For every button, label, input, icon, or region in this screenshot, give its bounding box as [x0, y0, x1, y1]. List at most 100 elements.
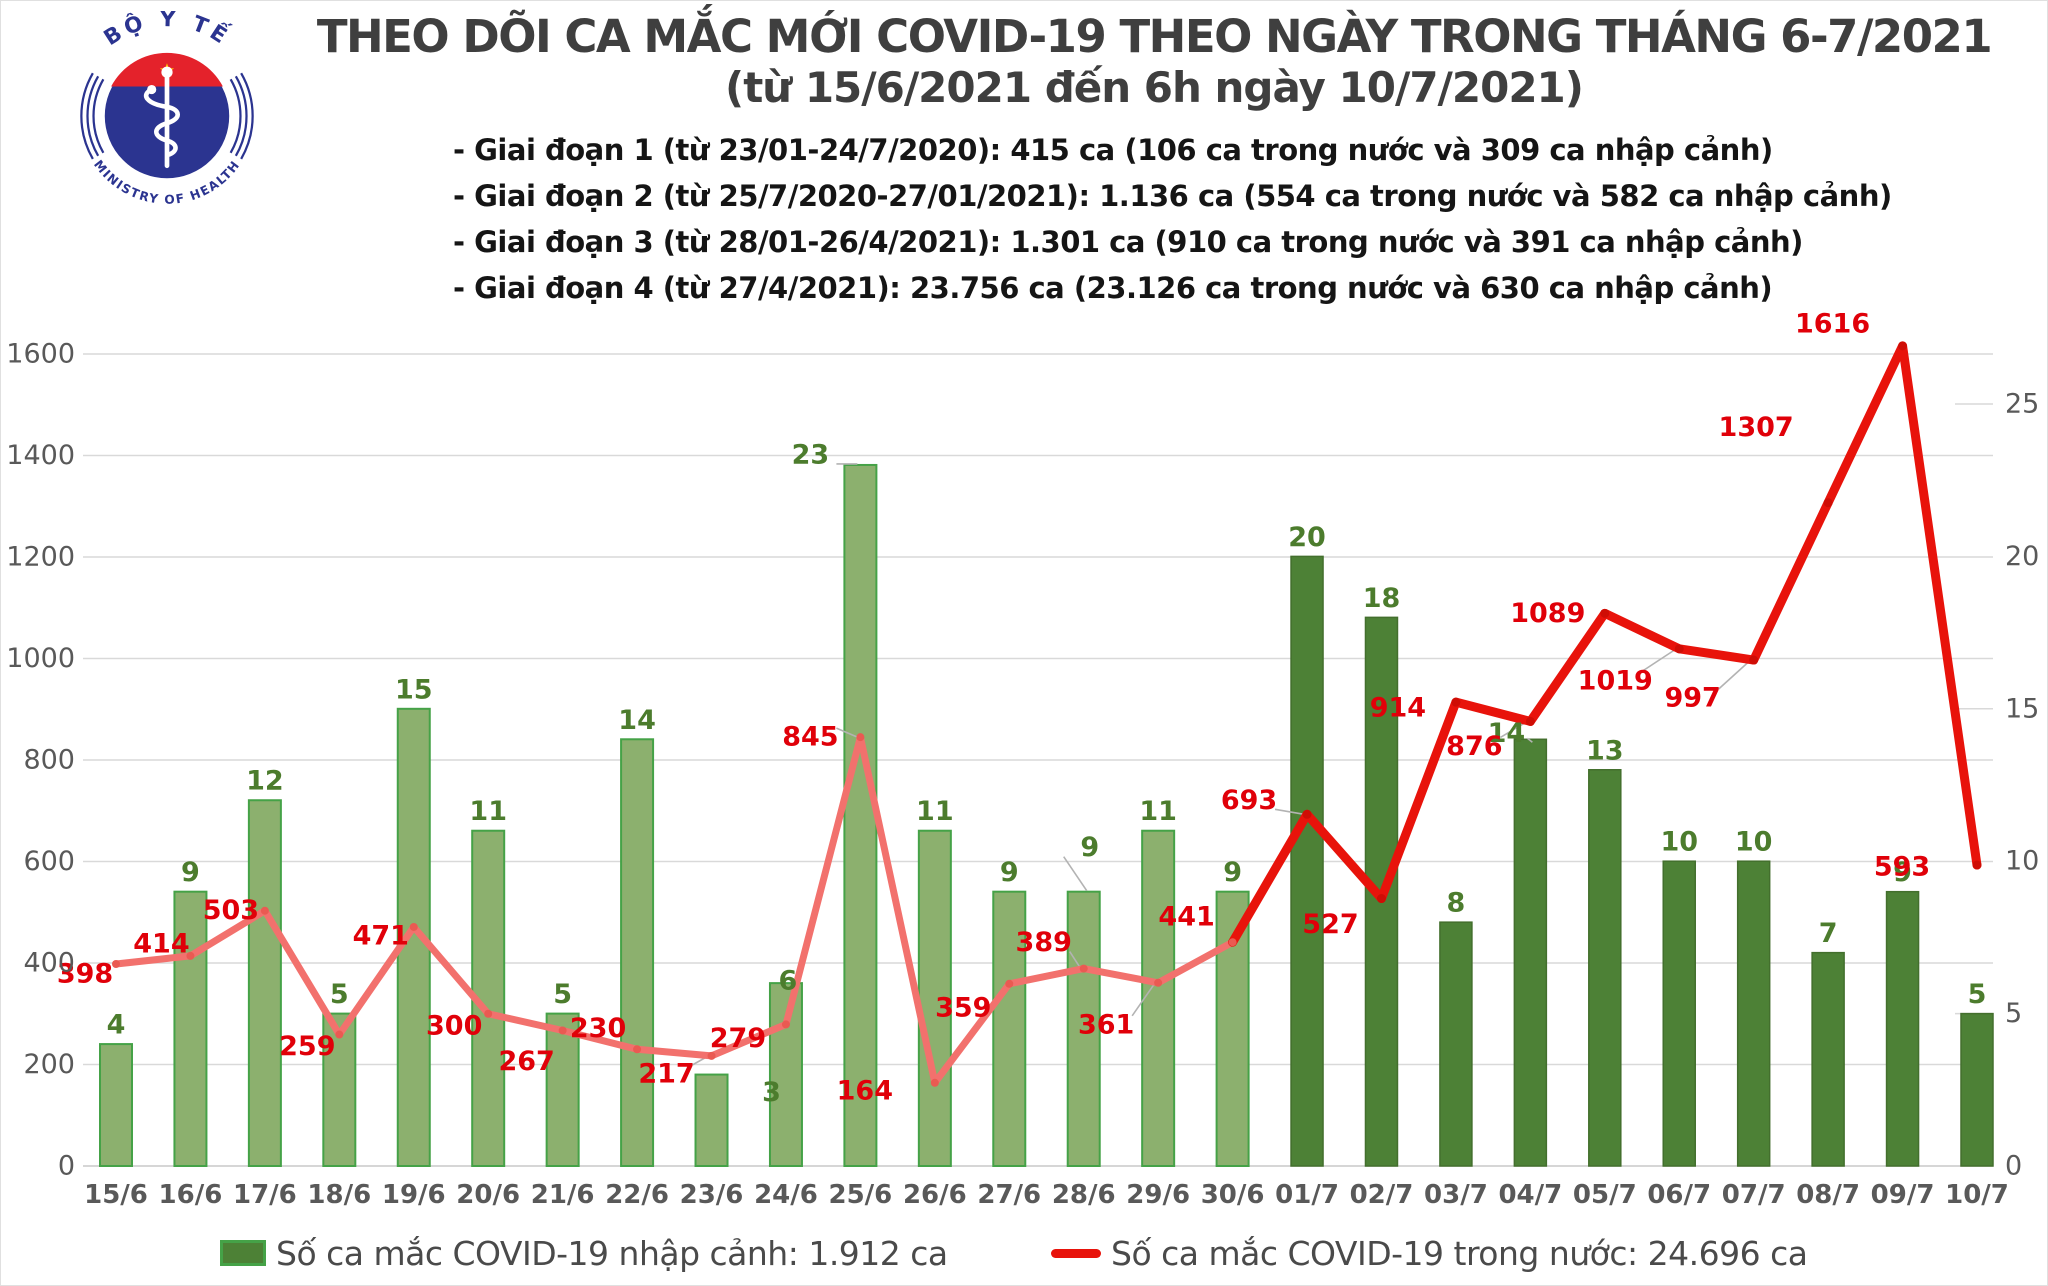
line-point-27/6 — [1005, 979, 1014, 988]
bar-label-20/6: 11 — [469, 796, 507, 827]
left-axis-tick-600: 600 — [23, 846, 75, 877]
line-point-04/7 — [1525, 716, 1535, 726]
bar-label-07/7: 10 — [1735, 827, 1773, 858]
bar-27/6 — [992, 890, 1027, 1167]
line-point-30/6 — [1228, 938, 1237, 947]
title-block: THEO DÕI CA MẮC MỚI COVID-19 THEO NGÀY T… — [259, 11, 2047, 113]
bar-26/6 — [917, 829, 952, 1167]
x-axis-label-17/6: 17/6 — [233, 1180, 297, 1210]
line-label-leader-28/6 — [1069, 951, 1082, 970]
bar-08/7 — [1811, 951, 1845, 1167]
left-axis-tick-0: 0 — [58, 1151, 75, 1182]
line-point-23/6 — [707, 1051, 716, 1060]
line-label-02/7: 527 — [1302, 909, 1358, 940]
phase-2-line: - Giai đoạn 2 (từ 25/7/2020-27/01/2021):… — [453, 179, 1892, 213]
left-axis-tick-400: 400 — [23, 948, 75, 979]
x-axis-label-05/7: 05/7 — [1573, 1180, 1637, 1210]
line-label-15/6: 398 — [57, 959, 113, 990]
line-label-16/6: 414 — [133, 928, 189, 959]
bar-label-02/7: 18 — [1363, 583, 1401, 614]
bar-label-23/6: 3 — [762, 1077, 781, 1108]
phase-3-line: - Giai đoạn 3 (từ 28/01-26/4/2021): 1.30… — [453, 225, 1803, 259]
line-point-07/7 — [1749, 655, 1759, 665]
logo-rod-of-asclepius-icon — [143, 66, 180, 169]
x-axis-label-20/6: 20/6 — [456, 1180, 520, 1210]
line-point-22/6 — [633, 1045, 642, 1054]
bar-label-25/6: 23 — [792, 439, 830, 470]
line-label-leader-06/7 — [1640, 648, 1677, 673]
line-point-15/6 — [112, 960, 120, 969]
right-axis-tick-0: 0 — [2005, 1151, 2022, 1182]
x-axis-label-08/7: 08/7 — [1796, 1180, 1860, 1210]
right-axis-tick-15: 15 — [2005, 693, 2039, 724]
line-label-25/6: 845 — [782, 722, 838, 753]
line-label-22/6: 230 — [570, 1013, 626, 1044]
bar-18/6 — [322, 1012, 357, 1167]
line-label-08/7: 1307 — [1719, 412, 1794, 443]
line-label-19/6: 471 — [353, 920, 409, 951]
left-axis-tick-1400: 1400 — [6, 440, 75, 471]
x-axis-label-22/6: 22/6 — [605, 1180, 669, 1210]
x-axis-label-29/6: 29/6 — [1126, 1180, 1190, 1210]
line-point-02/7 — [1376, 894, 1386, 904]
right-axis-tick-20: 20 — [2005, 541, 2039, 572]
x-axis-label-02/7: 02/7 — [1350, 1180, 1414, 1210]
x-axis-label-21/6: 21/6 — [531, 1180, 595, 1210]
bar-label-01/7: 20 — [1288, 522, 1326, 553]
bar-23/6 — [694, 1073, 729, 1168]
line-label-24/6: 279 — [710, 1023, 766, 1054]
line-point-20/6 — [484, 1009, 493, 1018]
line-point-06/7 — [1674, 644, 1684, 654]
line-label-04/7: 876 — [1446, 731, 1502, 762]
x-axis-label-19/6: 19/6 — [382, 1180, 446, 1210]
line-label-leader-01/7 — [1274, 808, 1305, 816]
bar-17/6 — [247, 799, 282, 1167]
line-point-26/6 — [930, 1078, 939, 1087]
line-label-17/6: 503 — [203, 895, 259, 926]
x-axis-label-26/6: 26/6 — [903, 1180, 967, 1210]
line-point-08/7 — [1823, 498, 1833, 508]
line-june-segment — [112, 733, 1237, 1087]
logo-side-arcs — [80, 72, 254, 160]
bar-label-28/6: 9 — [1080, 832, 1099, 863]
bar-label-27/6: 9 — [1000, 857, 1019, 888]
chart-subtitle: (từ 15/6/2021 đến 6h ngày 10/7/2021) — [725, 63, 1584, 112]
line-label-23/6: 217 — [638, 1058, 694, 1089]
bar-label-22/6: 14 — [618, 705, 656, 736]
line-point-17/6 — [260, 906, 269, 915]
right-axis-tick-10: 10 — [2005, 846, 2039, 877]
bar-label-05/7: 13 — [1586, 735, 1624, 766]
bar-label-21/6: 5 — [553, 979, 572, 1010]
bar-07/7 — [1736, 860, 1771, 1167]
bar-label-18/6: 5 — [330, 979, 349, 1010]
x-axis-label-24/6: 24/6 — [754, 1180, 818, 1210]
line-point-19/6 — [409, 922, 418, 931]
line-point-18/6 — [335, 1030, 344, 1039]
bar-10/7 — [1960, 1012, 1994, 1167]
x-axis-label-15/6: 15/6 — [84, 1180, 148, 1210]
legend-item-imported-cases: Số ca mắc COVID-19 nhập cảnh: 1.912 ca — [220, 1233, 948, 1273]
x-axis-label-07/7: 07/7 — [1722, 1180, 1786, 1210]
bar-03/7 — [1439, 921, 1473, 1167]
bar-label-leader-04/7 — [1526, 737, 1533, 743]
line-label-28/6: 389 — [1016, 927, 1072, 958]
bar-label-04/7: 14 — [1488, 718, 1526, 749]
bar-label-26/6: 11 — [916, 796, 954, 827]
bar-16/6 — [173, 890, 208, 1167]
x-axis-label-10/7: 10/7 — [1945, 1180, 2009, 1210]
bar-label-15/6: 4 — [107, 1010, 126, 1041]
bar-label-09/7: 9 — [1893, 857, 1912, 888]
line-point-24/6 — [781, 1020, 790, 1029]
bar-15/6 — [99, 1043, 133, 1167]
bar-label-10/7: 5 — [1968, 979, 1987, 1010]
bar-label-08/7: 7 — [1819, 918, 1838, 949]
line-point-03/7 — [1451, 697, 1461, 707]
x-axis-label-25/6: 25/6 — [829, 1180, 893, 1210]
bar-series-swatch — [220, 1240, 266, 1266]
line-label-20/6: 300 — [426, 1010, 482, 1041]
left-axis-tick-800: 800 — [23, 745, 75, 776]
legend-label-imported: Số ca mắc COVID-19 nhập cảnh: 1.912 ca — [276, 1233, 948, 1273]
x-axis-label-28/6: 28/6 — [1052, 1180, 1116, 1210]
